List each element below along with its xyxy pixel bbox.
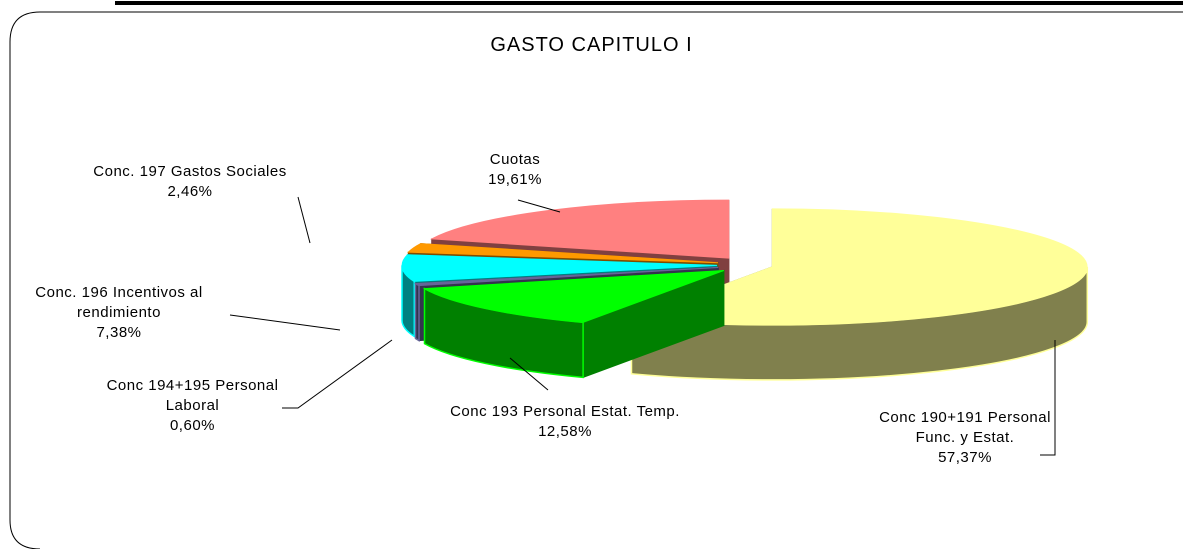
slice — [631, 208, 1088, 326]
value-label: 7,38% — [96, 324, 142, 341]
category-label: Conc. 197 Gastos Sociales — [93, 163, 287, 180]
value-label: 0,60% — [169, 417, 216, 434]
data-label: Conc. 197 Gastos Sociales 2,46% — [80, 162, 300, 202]
slice — [429, 199, 730, 259]
value-label: 19,61% — [488, 171, 542, 188]
value-label: 2,46% — [167, 183, 213, 200]
leader-line — [282, 339, 393, 409]
value-label: 57,37% — [938, 449, 992, 466]
category-label: Conc 194+195 Personal Laboral — [106, 377, 279, 414]
leader-line — [509, 357, 549, 391]
data-label: Conc. 196 Incentivos al rendimiento 7,38% — [0, 283, 238, 343]
category-label: Conc. 196 Incentivos al rendimiento — [35, 284, 203, 321]
value-label: 12,58% — [538, 423, 592, 440]
slice — [407, 243, 719, 264]
data-label: Conc 190+191 Personal Func. y Estat. 57,3… — [860, 408, 1070, 468]
data-label: Conc 194+195 Personal Laboral 0,60% — [80, 376, 305, 436]
category-label: Cuotas — [489, 151, 541, 168]
slice — [413, 267, 719, 287]
data-label: Cuotas 19,61% — [440, 150, 590, 190]
leader-line — [297, 196, 311, 244]
leader-line — [1040, 340, 1056, 456]
category-label: Conc 193 Personal Estat. Temp. — [450, 403, 680, 420]
category-label: Conc 190+191 Personal Func. y Estat. — [879, 409, 1051, 446]
chart-title: GASTO CAPITULO I — [490, 34, 693, 56]
slice — [422, 270, 724, 323]
frame — [9, 11, 1183, 549]
leader-line — [229, 314, 341, 331]
data-label: Conc 193 Personal Estat. Temp. 12,58% — [450, 402, 680, 442]
slice — [401, 254, 718, 282]
slice-wall — [414, 282, 420, 342]
leader-line — [517, 199, 561, 213]
